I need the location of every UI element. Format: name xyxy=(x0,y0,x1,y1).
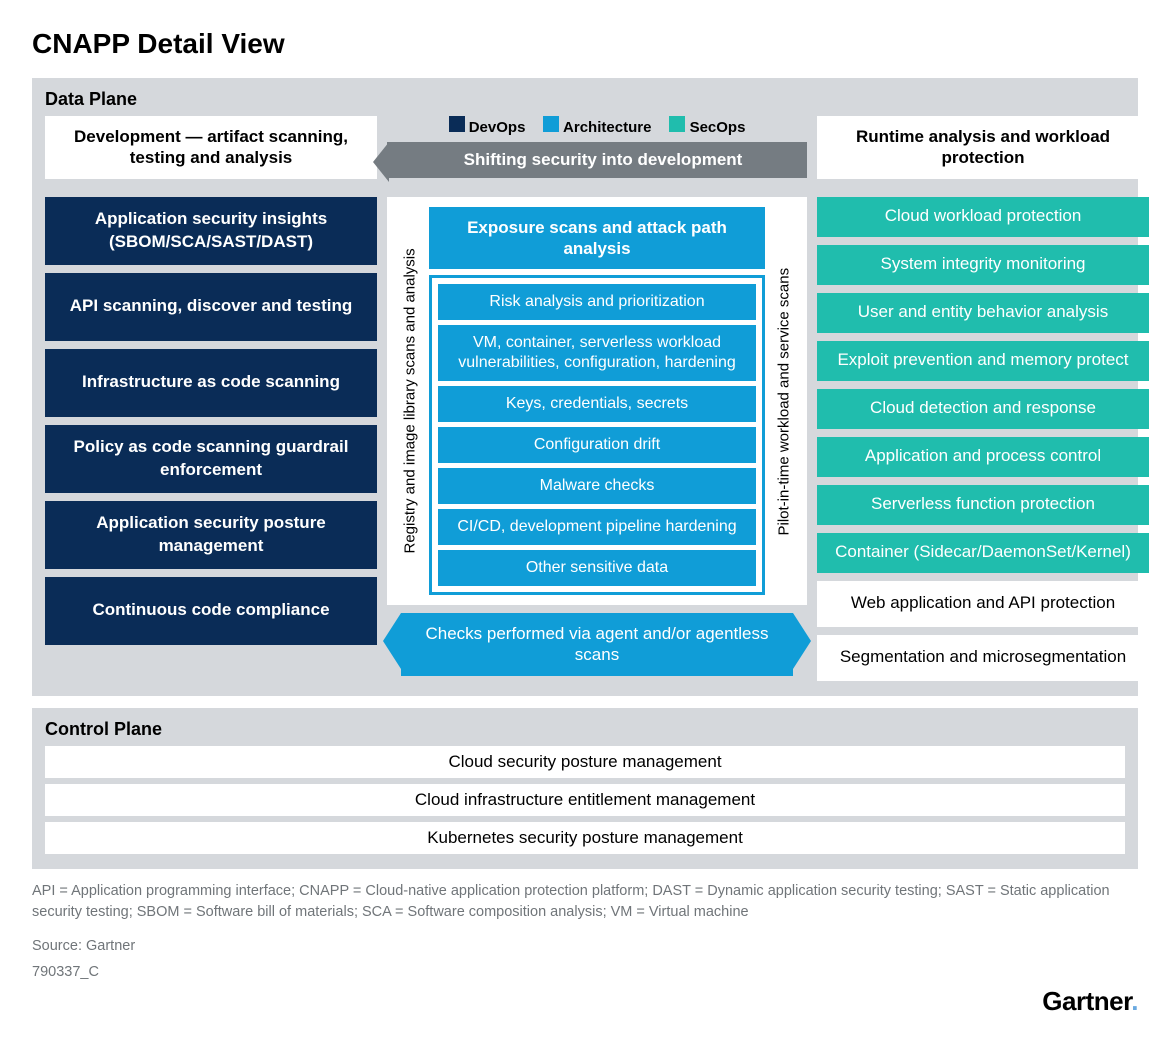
architecture-items-frame: Risk analysis and prioritization VM, cont… xyxy=(429,275,765,595)
control-plane-row: Cloud security posture management xyxy=(45,746,1125,778)
runtime-box: Cloud detection and response xyxy=(817,389,1149,429)
data-plane-title: Data Plane xyxy=(35,81,1135,116)
architecture-swatch xyxy=(543,116,559,132)
legend-secops-label: SecOps xyxy=(690,119,746,136)
runtime-box: Application and process control xyxy=(817,437,1149,477)
legend-architecture-label: Architecture xyxy=(563,119,651,136)
architecture-item: CI/CD, development pipeline hardening xyxy=(438,509,756,545)
runtime-box: Serverless function protection xyxy=(817,485,1149,525)
runtime-header: Runtime analysis and workload protection xyxy=(817,116,1149,179)
control-plane-row: Kubernetes security posture management xyxy=(45,822,1125,854)
exposure-scans-head: Exposure scans and attack path analysis xyxy=(429,207,765,270)
runtime-column: Cloud workload protection System integrit… xyxy=(817,197,1149,681)
control-plane-panel: Control Plane Cloud security posture man… xyxy=(32,708,1138,869)
architecture-item: Other sensitive data xyxy=(438,550,756,586)
legend: DevOps Architecture SecOps xyxy=(449,116,746,136)
runtime-box-white: Web application and API protection xyxy=(817,581,1149,627)
runtime-box: Cloud workload protection xyxy=(817,197,1149,237)
control-plane-row: Cloud infrastructure entitlement managem… xyxy=(45,784,1125,816)
page-title: CNAPP Detail View xyxy=(32,28,1138,60)
development-box: Infrastructure as code scanning xyxy=(45,349,377,417)
pilot-in-time-vlabel: Pilot-in-time workload and service scans xyxy=(771,207,797,596)
shift-left-banner: Shifting security into development xyxy=(387,142,807,178)
development-box: API scanning, discover and testing xyxy=(45,273,377,341)
runtime-box: Container (Sidecar/DaemonSet/Kernel) xyxy=(817,533,1149,573)
control-plane-title: Control Plane xyxy=(35,711,1135,746)
brand-logo: Gartner. xyxy=(32,986,1138,1017)
development-column: Application security insights (SBOM/SCA/… xyxy=(45,197,377,645)
middle-top: DevOps Architecture SecOps Shifting secu… xyxy=(387,116,807,178)
development-box: Application security insights (SBOM/SCA/… xyxy=(45,197,377,265)
secops-swatch xyxy=(669,116,685,132)
legend-devops-label: DevOps xyxy=(469,119,526,136)
architecture-item: Risk analysis and prioritization xyxy=(438,284,756,320)
runtime-box: User and entity behavior analysis xyxy=(817,293,1149,333)
source-text: Source: Gartner xyxy=(32,938,1138,954)
runtime-box-white: Segmentation and microsegmentation xyxy=(817,635,1149,681)
development-box: Policy as code scanning guardrail enforc… xyxy=(45,425,377,493)
architecture-item: Malware checks xyxy=(438,468,756,504)
architecture-item: Configuration drift xyxy=(438,427,756,463)
data-plane-panel: Data Plane Development — artifact scanni… xyxy=(32,78,1138,696)
development-header: Development — artifact scanning, testing… xyxy=(45,116,377,179)
agent-agentless-arrow: Checks performed via agent and/or agentl… xyxy=(401,613,793,676)
architecture-item: VM, container, serverless workload vulne… xyxy=(438,325,756,381)
devops-swatch xyxy=(449,116,465,132)
runtime-box: System integrity monitoring xyxy=(817,245,1149,285)
runtime-box: Exploit prevention and memory protect xyxy=(817,341,1149,381)
definitions-text: API = Application programming interface;… xyxy=(32,881,1138,925)
doc-id-text: 790337_C xyxy=(32,964,1138,980)
architecture-item: Keys, credentials, secrets xyxy=(438,386,756,422)
development-box: Continuous code compliance xyxy=(45,577,377,645)
development-box: Application security posture management xyxy=(45,501,377,569)
architecture-column: Registry and image library scans and ana… xyxy=(387,197,807,676)
registry-scans-vlabel: Registry and image library scans and ana… xyxy=(397,207,423,596)
